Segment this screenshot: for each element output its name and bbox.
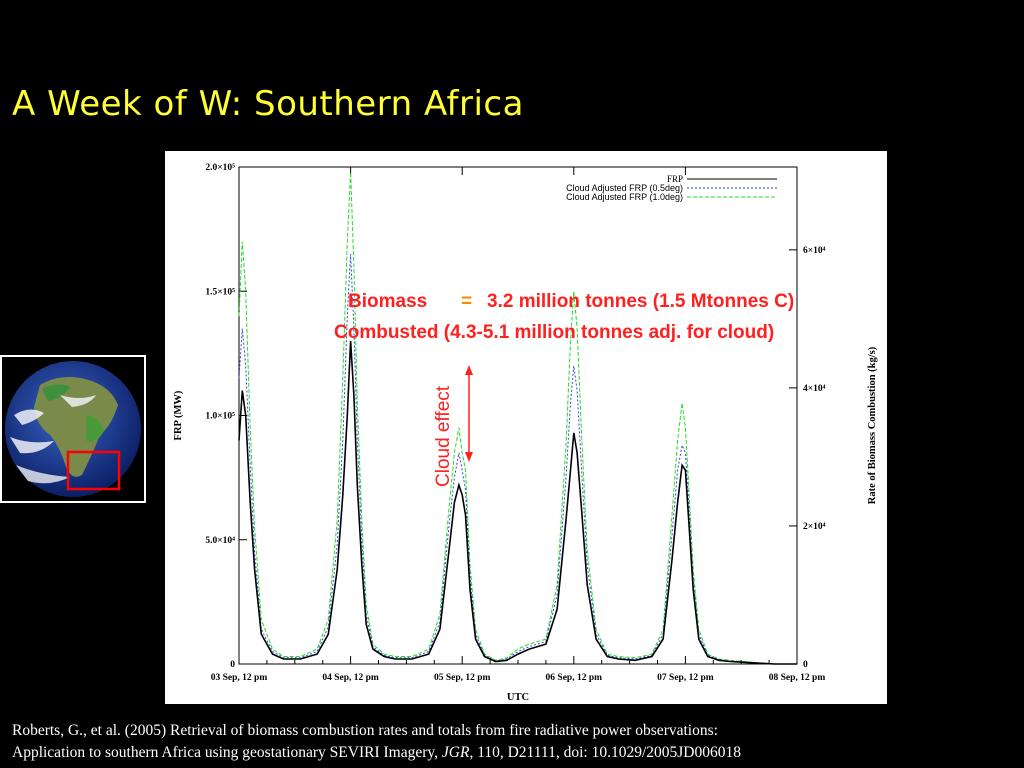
citation-line-2-post: , 110, D21111, doi: 10.1029/2005JD006018: [469, 744, 741, 761]
x-tick-label: 05 Sep, 12 pm: [434, 673, 491, 683]
y2-tick-label: 2×10⁴: [803, 522, 826, 532]
y-tick-label: 0: [230, 660, 235, 670]
biomass-value: 3.2 million tonnes (1.5 Mtonnes C): [487, 291, 794, 312]
frp-chart: FRP Cloud Adjusted FRP (0.5deg) Cloud Ad…: [173, 163, 878, 703]
chart-legend: FRP Cloud Adjusted FRP (0.5deg) Cloud Ad…: [566, 174, 777, 202]
slide-title: A Week of W: Southern Africa: [12, 84, 524, 124]
x-tick-label: 07 Sep, 12 pm: [657, 673, 714, 683]
globe-image: [0, 355, 146, 503]
x-axis-label: UTC: [507, 692, 529, 703]
region-highlight-box: [66, 450, 121, 491]
x-tick-label: 08 Sep, 12 pm: [769, 673, 826, 683]
citation: Roberts, G., et al. (2005) Retrieval of …: [12, 720, 741, 764]
biomass-label: Biomass: [348, 291, 427, 312]
x-tick-label: 04 Sep, 12 pm: [322, 673, 379, 683]
citation-line-2-pre: Application to southern Africa using geo…: [12, 744, 442, 761]
y-tick-label: 1.5×10⁵: [205, 287, 235, 297]
citation-line-2: Application to southern Africa using geo…: [12, 742, 741, 764]
legend-label-frp: FRP: [667, 174, 683, 184]
citation-journal: JGR: [441, 744, 470, 761]
y-tick-label: 5.0×10⁴: [205, 536, 235, 546]
legend-label-adj05: Cloud Adjusted FRP (0.5deg): [566, 183, 683, 193]
cloud-effect-label: Cloud effect: [433, 385, 454, 487]
y2-tick-label: 4×10⁴: [803, 384, 826, 394]
x-tick-label: 03 Sep, 12 pm: [211, 673, 268, 683]
combusted-label: Combusted (4.3-5.1 million tonnes adj. f…: [334, 322, 774, 343]
y-tick-label: 1.0×10⁵: [205, 412, 235, 422]
series-line-frp: [238, 340, 797, 665]
y-axis-label: FRP (MW): [173, 390, 184, 440]
y2-tick-label: 0: [803, 660, 808, 670]
legend-label-adj10: Cloud Adjusted FRP (1.0deg): [566, 192, 683, 202]
equals-sign: =: [461, 291, 472, 312]
y-tick-label: 2.0×10⁵: [205, 163, 235, 173]
series-line-adj10: [238, 171, 797, 665]
series-line-adj05: [238, 253, 797, 665]
y2-axis-label: Rate of Biomass Combustion (kg/s): [867, 346, 878, 504]
x-tick-label: 06 Sep, 12 pm: [546, 673, 603, 683]
earth-globe-icon: [2, 357, 144, 501]
chart-panel: FRP Cloud Adjusted FRP (0.5deg) Cloud Ad…: [165, 151, 887, 704]
y2-tick-label: 6×10⁴: [803, 246, 826, 256]
cloud-effect-arrow: [465, 365, 473, 462]
citation-line-1: Roberts, G., et al. (2005) Retrieval of …: [12, 722, 718, 739]
plot-frame: [238, 166, 798, 665]
